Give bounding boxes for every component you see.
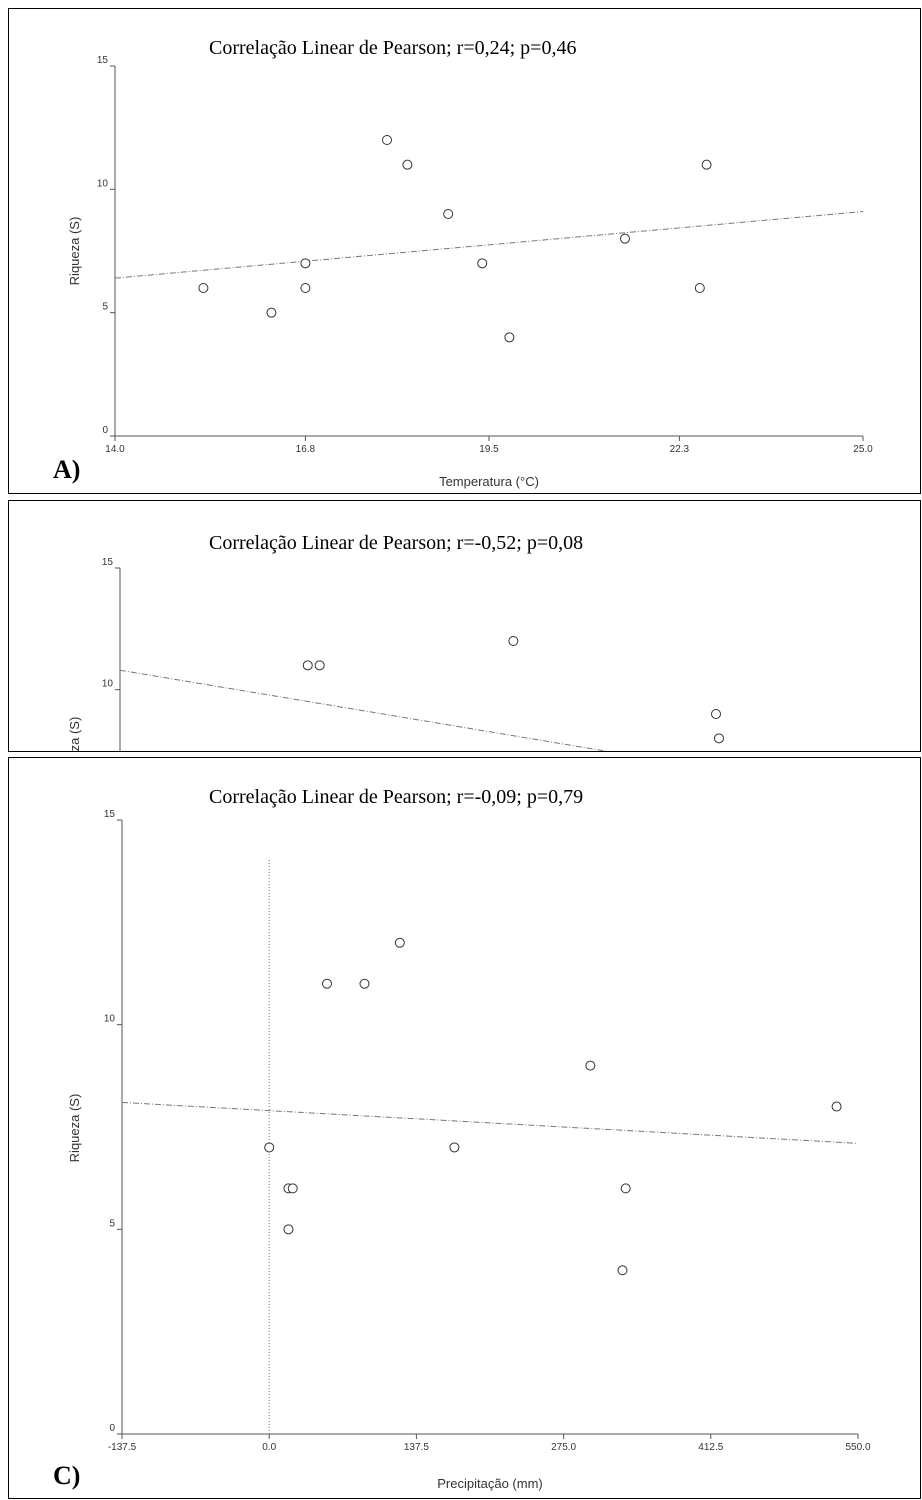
x-tick-label: 25.0 [853, 444, 873, 455]
y-tick-label: 15 [104, 809, 116, 820]
data-point [394, 937, 405, 948]
x-tick-label: 412.5 [698, 1442, 723, 1453]
scatter-plot-temperatura: Correlação Linear de Pearson; r=0,24; p=… [53, 37, 873, 489]
y-tick-label: 10 [97, 178, 109, 189]
x-tick-label: 0.0 [262, 1442, 276, 1453]
y-tick-label: 10 [104, 1014, 116, 1025]
data-point [402, 159, 413, 170]
x-tick-label: 16.8 [296, 444, 316, 455]
trend-line [119, 669, 609, 751]
data-point [831, 1101, 842, 1112]
data-point [713, 733, 724, 744]
data-point [477, 258, 488, 269]
data-point [314, 660, 325, 671]
data-point [508, 636, 519, 646]
data-point [198, 283, 209, 293]
data-point [585, 1060, 596, 1071]
data-point [287, 1183, 298, 1194]
x-tick-label: 14.0 [105, 444, 125, 455]
data-point [504, 332, 515, 343]
data-point [620, 1183, 631, 1194]
chart-title: Correlação Linear de Pearson; r=-0,09; p… [209, 786, 583, 808]
x-tick-label: -137.5 [108, 1442, 137, 1453]
y-axis-label: Riqueza (S) [67, 1094, 82, 1163]
scatter-plot-precipitacao: Correlação Linear de Pearson; r=-0,09; p… [53, 786, 871, 1491]
data-point [382, 135, 392, 145]
data-point [711, 709, 721, 719]
data-point [443, 209, 454, 219]
y-tick-label: 10 [102, 679, 114, 690]
data-point [266, 307, 277, 318]
chart-title: Correlação Linear de Pearson; r=-0,52; p… [209, 532, 583, 554]
data-point [359, 978, 370, 989]
x-tick-label: 550.0 [845, 1442, 870, 1453]
chart-title: Correlação Linear de Pearson; r=0,24; p=… [209, 37, 576, 59]
chart-panel-c: Correlação Linear de Pearson; r=-0,09; p… [8, 757, 921, 1499]
panel-letter: C) [53, 1461, 80, 1490]
data-point [302, 660, 313, 671]
x-axis-label: Temperatura (°C) [439, 474, 539, 489]
y-axis-label: Riqueza (S) [67, 217, 82, 286]
x-tick-label: 19.5 [479, 444, 499, 455]
x-axis-label: Precipitação (mm) [437, 1476, 542, 1491]
y-tick-label: 15 [102, 557, 114, 568]
x-tick-label: 22.3 [670, 444, 690, 455]
data-point [701, 159, 712, 170]
chart-panel-a: Correlação Linear de Pearson; r=0,24; p=… [8, 8, 921, 494]
x-tick-label: 137.5 [404, 1442, 429, 1453]
scatter-plot-umidade: Correlação Linear de Pearson; r=-0,52; p… [67, 532, 724, 751]
data-point [617, 1265, 628, 1276]
y-tick-label: 5 [109, 1218, 115, 1229]
panel-letter: A) [53, 455, 80, 484]
trend-line [121, 1101, 859, 1144]
y-tick-label: 0 [102, 425, 108, 436]
y-tick-label: 15 [97, 55, 109, 66]
y-axis-label: Riqueza (S) [67, 717, 82, 751]
data-point [322, 978, 333, 989]
data-point [694, 283, 705, 293]
x-tick-label: 275.0 [551, 1442, 576, 1453]
data-point [620, 233, 630, 244]
data-point [283, 1224, 294, 1235]
data-point [264, 1142, 275, 1153]
data-point [300, 283, 311, 293]
y-tick-label: 0 [109, 1423, 115, 1434]
data-point [300, 258, 311, 269]
data-point [449, 1142, 460, 1153]
trend-line [114, 211, 864, 279]
chart-panel-b: Correlação Linear de Pearson; r=-0,52; p… [8, 500, 921, 752]
y-tick-label: 5 [102, 302, 108, 313]
